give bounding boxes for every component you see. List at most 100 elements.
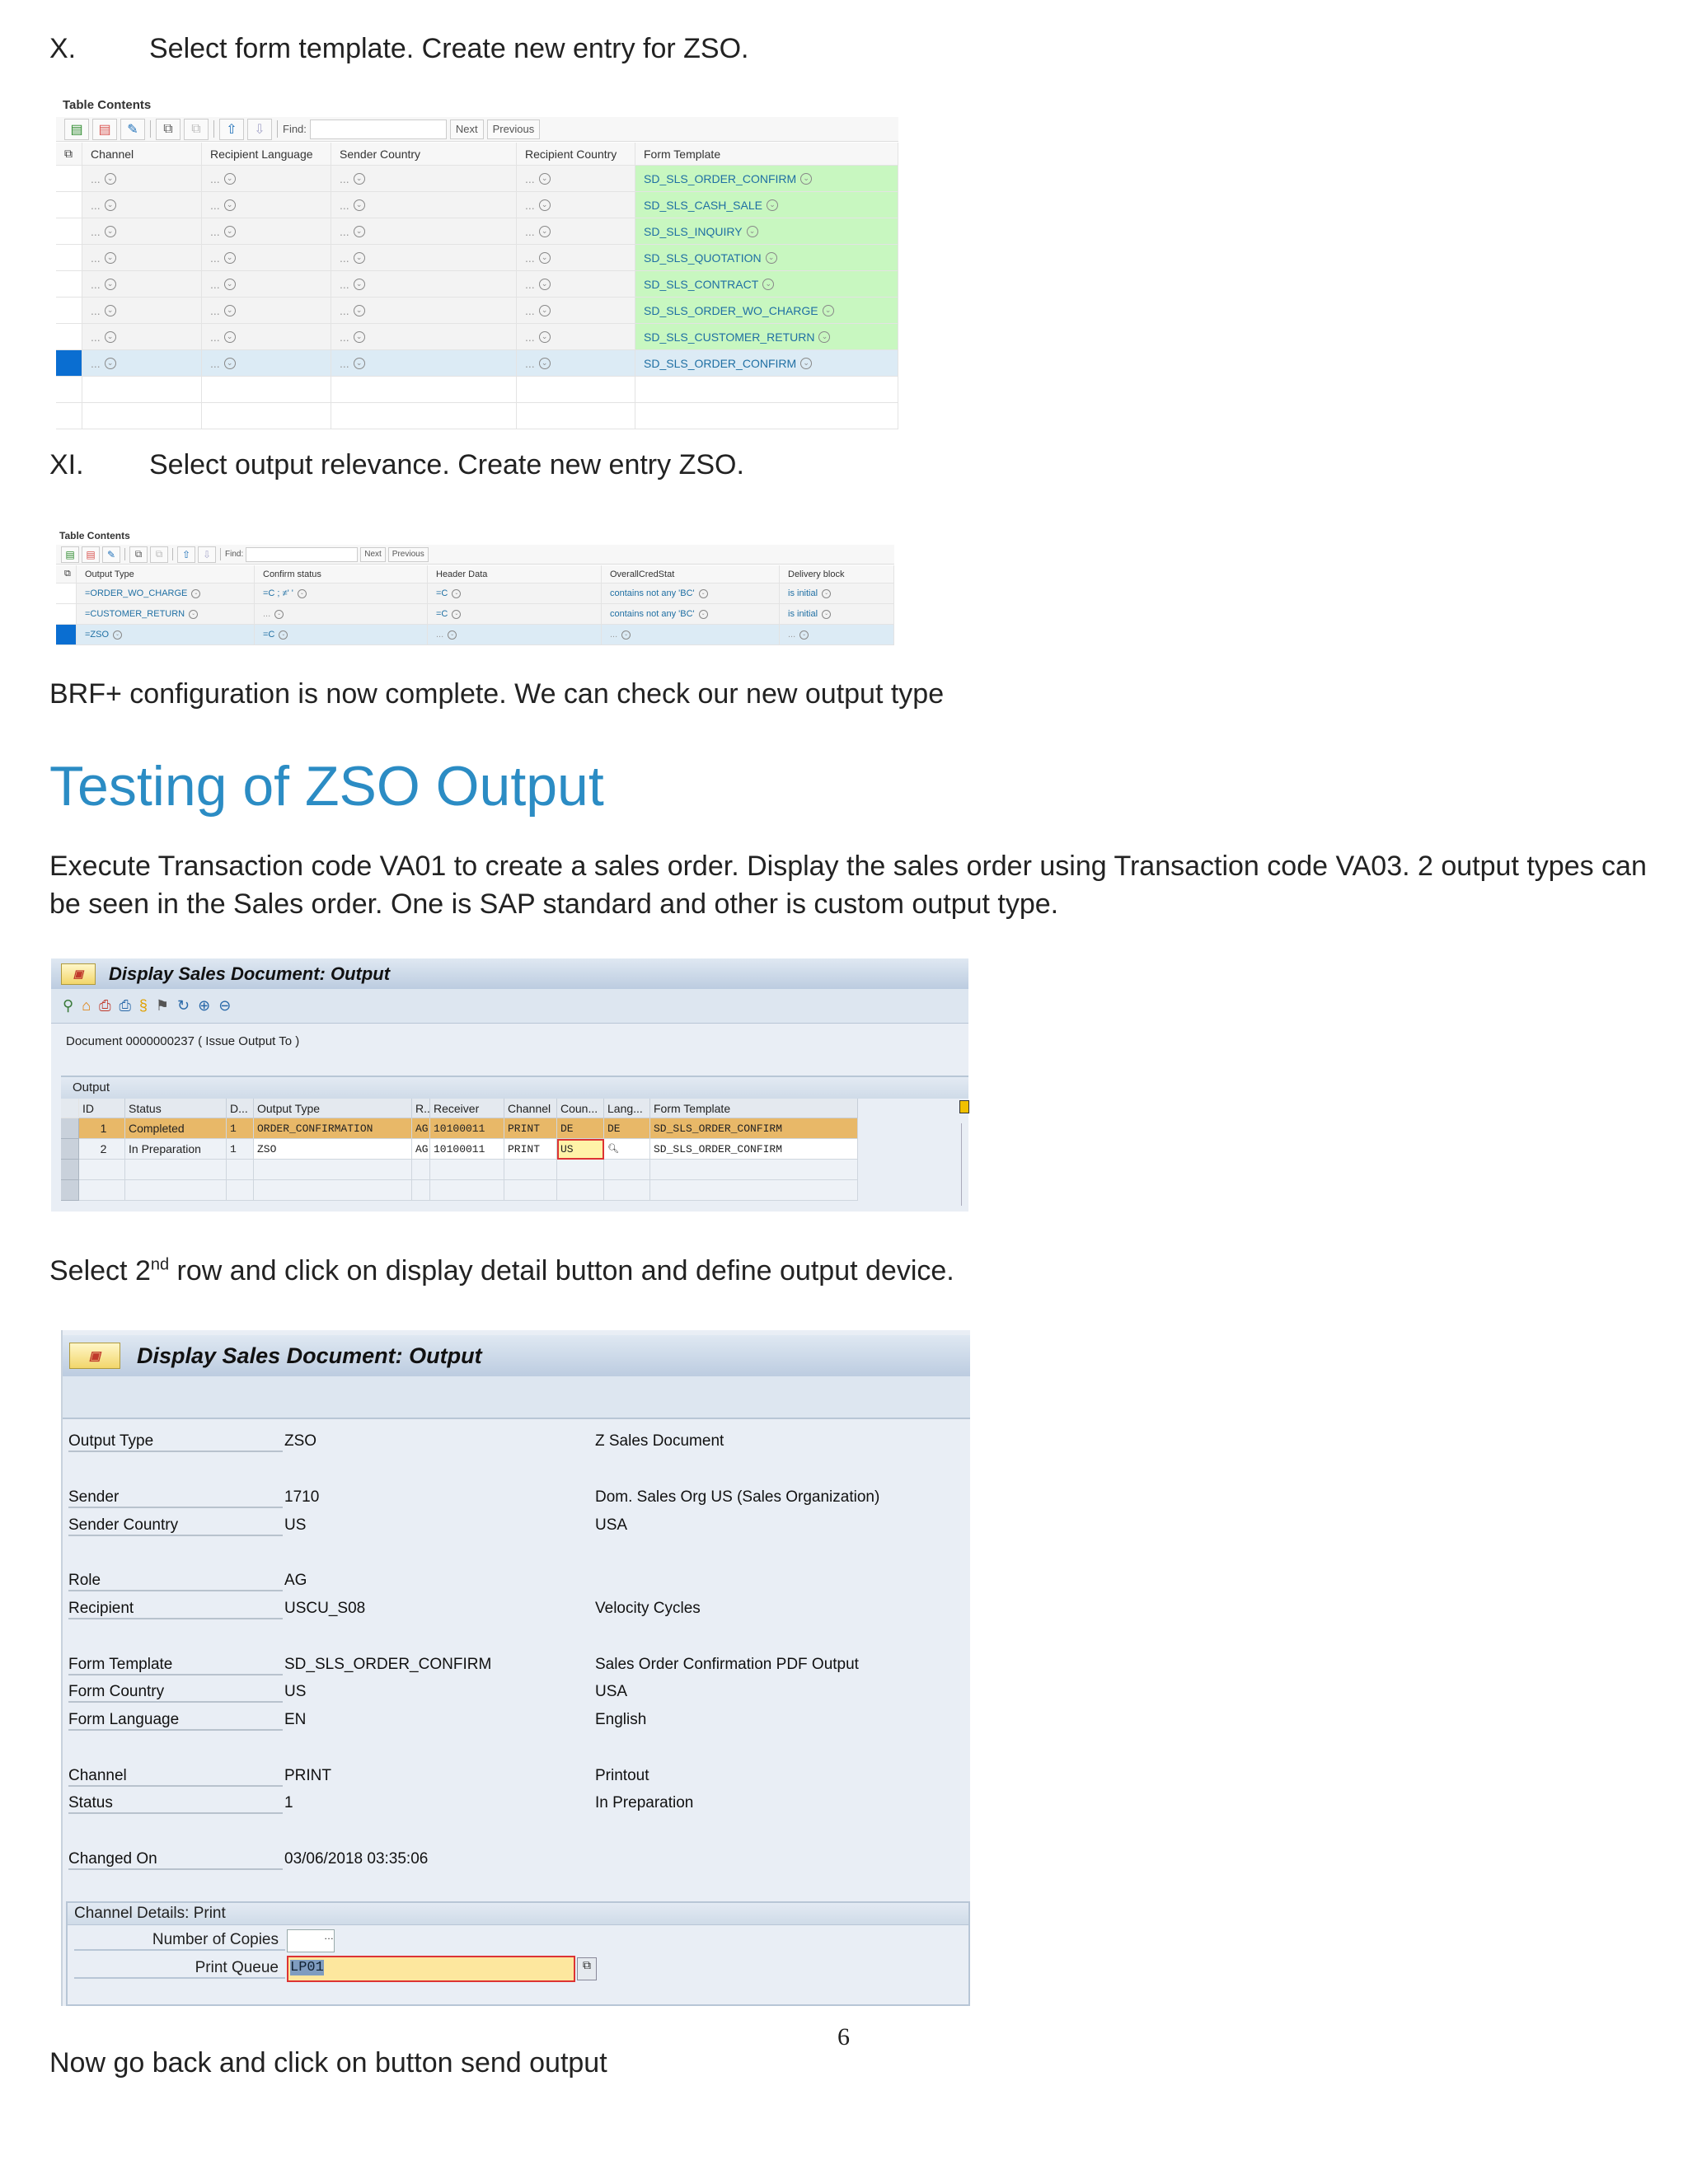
table-cell[interactable]: ... ⌄ — [331, 166, 517, 192]
search-help-icon[interactable]: 🔍︎ — [607, 1145, 619, 1155]
table-cell[interactable] — [82, 403, 202, 429]
value-help-icon[interactable]: ⌄ — [113, 630, 123, 640]
table-cell[interactable]: SD_SLS_ORDER_CONFIRM ⌄ — [635, 350, 898, 377]
value-help-icon[interactable]: ⌄ — [104, 330, 116, 343]
table-cell[interactable]: ... ⌄ — [82, 350, 202, 377]
value-help-icon[interactable]: ⌄ — [223, 304, 236, 316]
table-cell[interactable]: ... ⌄ — [331, 192, 517, 218]
value-help-icon[interactable]: ⌄ — [279, 630, 288, 640]
table-cell[interactable]: ... ⌄ — [202, 298, 331, 324]
table-cell[interactable] — [650, 1180, 858, 1201]
column-header[interactable]: Recipient Language — [202, 143, 331, 166]
column-header[interactable]: Delivery block — [780, 565, 894, 583]
table-cell[interactable] — [517, 403, 635, 429]
table-cell[interactable]: ... ⌄ — [82, 245, 202, 271]
delete-row-icon[interactable]: ▤ — [92, 118, 117, 140]
table-cell[interactable]: SD_SLS_ORDER_CONFIRM — [650, 1139, 858, 1160]
table-cell[interactable]: ... ⌄ — [517, 218, 635, 245]
column-header[interactable]: Receiver — [430, 1099, 504, 1118]
value-help-icon[interactable]: ⌄ — [800, 172, 813, 185]
value-help-icon[interactable]: ⌄ — [538, 199, 551, 211]
table-cell[interactable] — [254, 1160, 412, 1180]
value-help-icon[interactable]: ⌄ — [223, 199, 236, 211]
row-selector[interactable] — [56, 403, 82, 429]
table-cell[interactable]: ... ⌄ — [428, 625, 602, 645]
value-help-icon[interactable]: ⌄ — [223, 172, 236, 185]
table-cell[interactable]: ... ⌄ — [517, 245, 635, 271]
table-cell[interactable]: ... ⌄ — [331, 350, 517, 377]
value-help-icon[interactable]: ⌄ — [104, 172, 116, 185]
table-cell[interactable]: 10100011 — [430, 1118, 504, 1139]
table-cell[interactable] — [635, 377, 898, 403]
value-help-icon[interactable]: ⌄ — [538, 172, 551, 185]
value-help-icon[interactable]: ⌄ — [104, 304, 116, 316]
table-cell[interactable] — [557, 1180, 604, 1201]
table-cell[interactable]: =CUSTOMER_RETURN ⌄ — [77, 604, 255, 625]
row-selector[interactable] — [56, 192, 82, 218]
flag-icon[interactable]: ⚑ — [155, 997, 170, 1014]
row-selector[interactable] — [56, 271, 82, 298]
value-help-icon[interactable]: ⌄ — [698, 609, 708, 619]
table-cell[interactable]: SD_SLS_ORDER_WO_CHARGE ⌄ — [635, 298, 898, 324]
value-help-icon[interactable]: ⌄ — [746, 225, 758, 237]
table-cell[interactable] — [202, 403, 331, 429]
table-cell[interactable]: ... ⌄ — [602, 625, 780, 645]
table-cell[interactable]: ... ⌄ — [82, 218, 202, 245]
remove-icon[interactable]: ⊖ — [218, 997, 232, 1014]
value-help-icon[interactable]: ⌄ — [353, 251, 365, 264]
paste-icon[interactable]: ⧉ — [150, 546, 168, 563]
table-cell[interactable]: ... ⌄ — [82, 166, 202, 192]
vertical-scrollbar[interactable] — [961, 1123, 968, 1206]
table-cell[interactable] — [227, 1160, 254, 1180]
value-help-icon[interactable]: ⌄ — [766, 199, 778, 211]
table-cell[interactable]: =C ⌄ — [428, 583, 602, 604]
value-help-icon[interactable]: ⌄ — [822, 588, 832, 598]
table-cell[interactable]: ... ⌄ — [517, 350, 635, 377]
table-cell[interactable]: 🔍︎ — [604, 1139, 650, 1160]
print-queue-input[interactable]: LP01 — [287, 1956, 575, 1982]
edit-pencil-icon[interactable]: ✎ — [102, 546, 120, 563]
table-cell[interactable] — [125, 1160, 227, 1180]
table-cell[interactable]: contains not any 'BC' ⌄ — [602, 583, 780, 604]
table-cell[interactable]: ... ⌄ — [780, 625, 894, 645]
table-cell[interactable]: ... ⌄ — [517, 271, 635, 298]
column-header[interactable]: Output Type — [77, 565, 255, 583]
value-help-icon[interactable]: ⌄ — [621, 630, 631, 640]
value-help-icon[interactable]: ⌄ — [104, 199, 116, 211]
pdf-icon[interactable]: ⎙ — [99, 997, 111, 1014]
table-cell[interactable]: US — [557, 1139, 604, 1160]
value-help-icon[interactable]: ⌄ — [799, 630, 809, 640]
table-cell[interactable]: ... ⌄ — [517, 192, 635, 218]
table-cell[interactable]: ... ⌄ — [255, 604, 428, 625]
table-cell[interactable]: =C ; ≠' ' ⌄ — [255, 583, 428, 604]
table-cell[interactable]: PRINT — [504, 1139, 557, 1160]
value-help-icon[interactable]: ⌄ — [223, 357, 236, 369]
row-selector[interactable] — [56, 324, 82, 350]
table-cell[interactable] — [557, 1160, 604, 1180]
table-cell[interactable]: ... ⌄ — [517, 298, 635, 324]
table-cell[interactable] — [412, 1160, 430, 1180]
table-cell[interactable] — [331, 377, 517, 403]
column-header[interactable]: Lang... — [604, 1099, 650, 1118]
column-header[interactable]: Confirm status — [255, 565, 428, 583]
table-cell[interactable] — [650, 1160, 858, 1180]
table-cell[interactable] — [254, 1180, 412, 1201]
table-cell[interactable] — [412, 1180, 430, 1201]
next-button[interactable]: Next — [449, 119, 484, 139]
value-help-icon[interactable]: ⌄ — [698, 588, 708, 598]
row-selector[interactable] — [61, 1160, 79, 1180]
table-cell[interactable]: SD_SLS_INQUIRY ⌄ — [635, 218, 898, 245]
table-cell[interactable]: ... ⌄ — [82, 271, 202, 298]
value-help-icon[interactable]: ⌄ — [800, 357, 813, 369]
column-header[interactable]: Recipient Country — [517, 143, 635, 166]
row-selector[interactable] — [56, 298, 82, 324]
table-cell[interactable] — [504, 1160, 557, 1180]
row-selector[interactable] — [61, 1139, 79, 1160]
column-header[interactable]: Status — [125, 1099, 227, 1118]
table-cell[interactable]: ... ⌄ — [517, 324, 635, 350]
value-help-icon[interactable]: ⌄ — [452, 609, 462, 619]
column-header[interactable]: Channel — [82, 143, 202, 166]
next-button[interactable]: Next — [360, 546, 386, 562]
move-up-icon[interactable]: ⇧ — [219, 118, 244, 140]
table-cell[interactable] — [604, 1160, 650, 1180]
